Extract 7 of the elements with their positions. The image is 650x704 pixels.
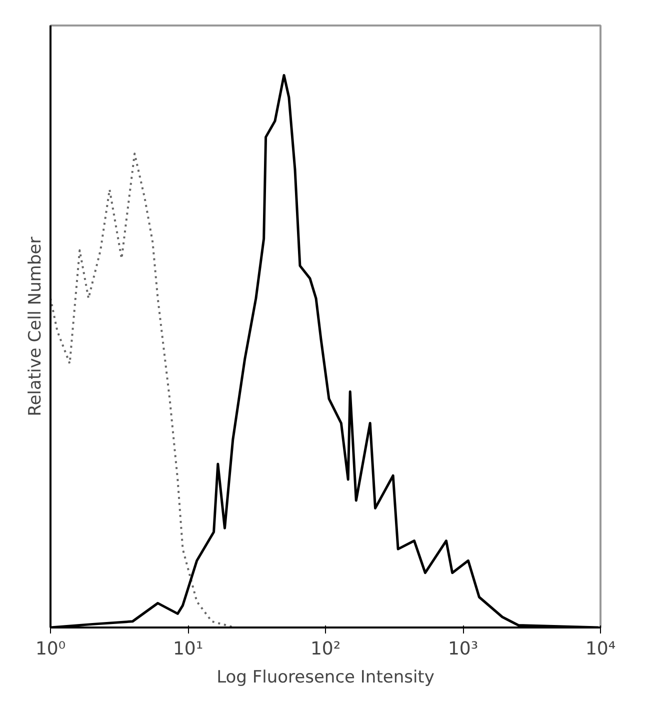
x-tick-label: 10⁰ — [35, 638, 66, 660]
x-tick-label: 10² — [310, 638, 341, 660]
y-axis-title: Relative Cell Number — [26, 236, 46, 416]
x-tick-label: 10¹ — [172, 638, 204, 660]
x-tick-label: 10³ — [448, 638, 478, 660]
x-axis-title: Log Fluoresence Intensity — [216, 668, 434, 688]
x-tick-label: 10⁴ — [585, 638, 616, 660]
